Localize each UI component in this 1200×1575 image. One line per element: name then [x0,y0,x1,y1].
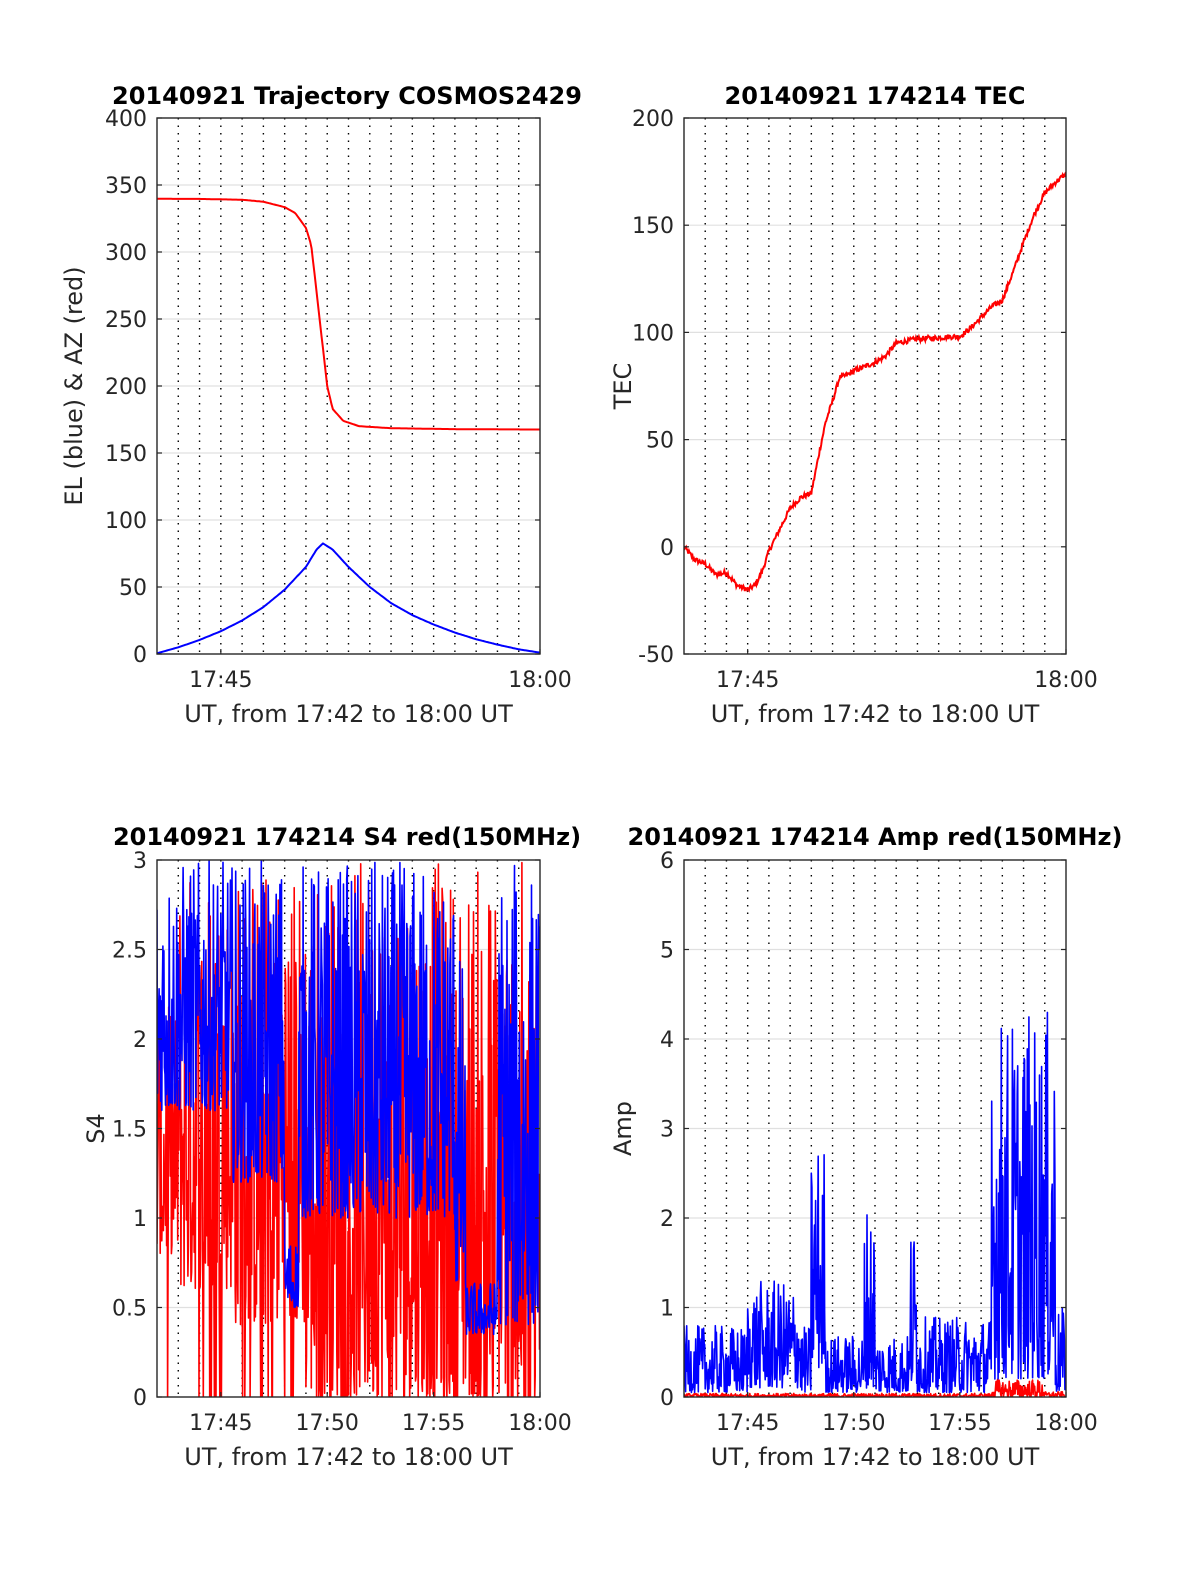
ytick-label: 400 [105,107,147,132]
ytick-label: 5 [660,939,674,964]
series-group [684,171,1066,594]
ytick-label: 4 [660,1028,674,1053]
axes-box [683,117,1067,655]
ytick-label: 3 [133,849,147,874]
series-group [157,197,540,654]
y-axis-label: Amp [609,1101,637,1156]
ytick-label: 300 [105,241,147,266]
xtick-label: 17:45 [189,668,252,693]
y-axis-label: EL (blue) & AZ (red) [60,266,88,505]
x-axis-label: UT, from 17:42 to 18:00 UT [184,1443,513,1471]
xtick-label: 18:00 [1034,668,1097,693]
ytick-label: 6 [660,849,674,874]
ytick-label: 2.5 [112,939,147,964]
plot-area [684,118,1066,654]
ytick-label: 150 [105,442,147,467]
ytick-label: 100 [105,509,147,534]
xtick-label: 17:55 [928,1411,991,1436]
ytick-label: 200 [632,107,674,132]
ytick-label: 50 [646,429,674,454]
series-group [157,860,540,1397]
ytick-label: 0 [133,643,147,668]
ytick-label: 250 [105,308,147,333]
chart-title: 20140921 174214 TEC [725,82,1026,110]
series-trace-blue [684,1011,1066,1394]
series-trace-blue [157,860,540,1336]
ytick-label: 100 [632,321,674,346]
xtick-label: 17:50 [822,1411,885,1436]
series-line-red [157,197,540,431]
ytick-label: 350 [105,174,147,199]
xtick-label: 17:45 [716,1411,779,1436]
chart-s4: 0 0.5 1 1.5 2 2.5 3 17:45 17:50 17:55 18:00 UT, fro… [82,823,581,1471]
ytick-label: 2 [133,1028,147,1053]
xtick-label: 17:50 [296,1411,359,1436]
chart-tec: -50 0 50 100 150 200 17:45 18:00 UT, from 17:42 … [609,82,1098,728]
series-line-blue [157,542,540,654]
xtick-label: 17:55 [402,1411,465,1436]
series-line-red [684,171,1066,594]
ytick-label: 1 [133,1207,147,1232]
ytick-label: 0 [660,536,674,561]
ytick-label: 0 [660,1386,674,1411]
chart-trajectory: 0 50 100 150 200 250 300 350 400 17:45 18:00 UT, fr… [60,82,582,728]
y-axis-label: TEC [609,363,637,411]
xtick-label: 18:00 [508,668,571,693]
xtick-label: 18:00 [508,1411,571,1436]
ytick-label: 150 [632,214,674,239]
xtick-label: 17:45 [716,668,779,693]
chart-amp: 0 1 2 3 4 5 6 17:45 17:50 17:55 18:00 UT, from 17:4… [609,823,1122,1471]
ytick-label: 3 [660,1118,674,1143]
chart-title: 20140921 174214 Amp red(150MHz) [628,823,1123,851]
y-axis-label: S4 [82,1113,110,1144]
x-axis-label: UT, from 17:42 to 18:00 UT [711,1443,1040,1471]
ytick-label: 1.5 [112,1118,147,1143]
x-axis-label: UT, from 17:42 to 18:00 UT [184,700,513,728]
x-axis-label: UT, from 17:42 to 18:00 UT [711,700,1040,728]
ytick-label: 2 [660,1207,674,1232]
xtick-label: 17:45 [189,1411,252,1436]
ytick-label: 200 [105,375,147,400]
ytick-label: -50 [638,643,674,668]
ytick-label: 0 [133,1386,147,1411]
chart-title: 20140921 174214 S4 red(150MHz) [113,823,581,851]
ytick-label: 0.5 [112,1297,147,1322]
xtick-label: 18:00 [1034,1411,1097,1436]
series-trace-red [157,861,540,1397]
ytick-label: 1 [660,1297,674,1322]
chart-title: 20140921 Trajectory COSMOS2429 [112,82,582,110]
ytick-label: 50 [119,576,147,601]
